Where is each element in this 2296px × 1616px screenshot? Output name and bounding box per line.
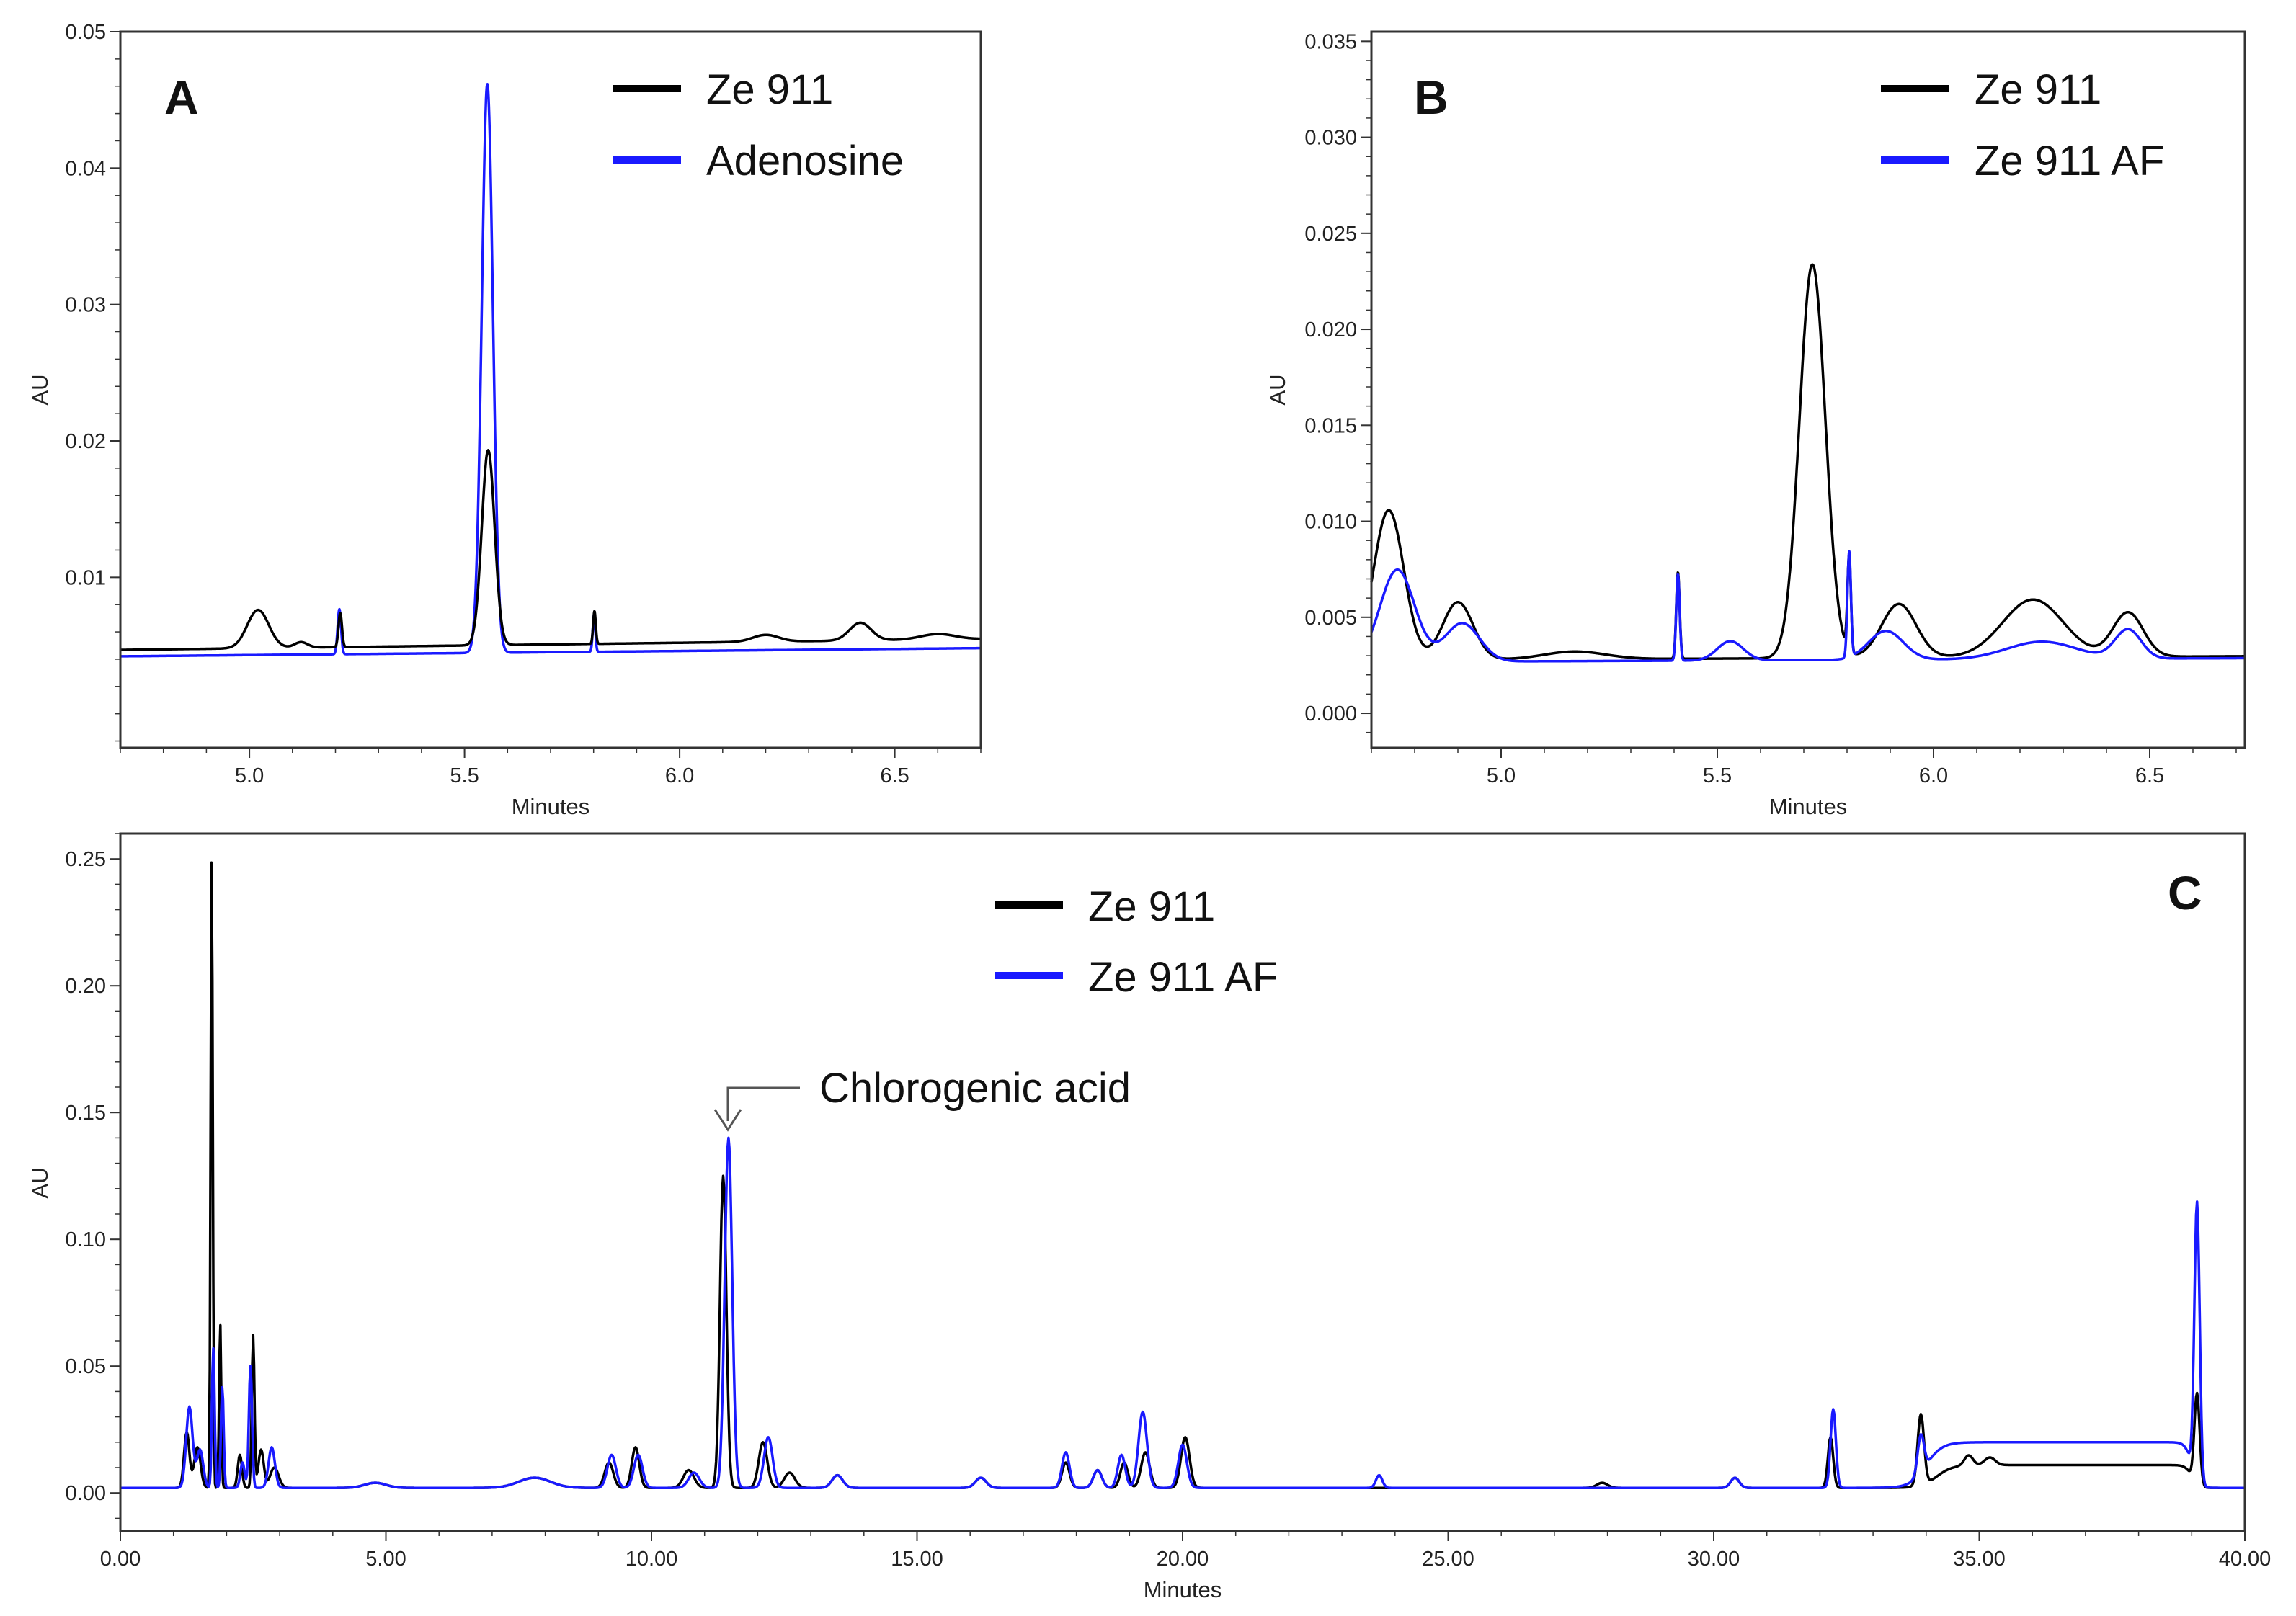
panel-a-y-axis-title: AU <box>27 374 53 405</box>
panel-b-y-tick-label: 0.035 <box>1304 30 1357 53</box>
panel-b-x-tick-label: 5.5 <box>1703 764 1732 787</box>
panel-a-x-tick-label: 5.0 <box>235 764 264 787</box>
panel-b-lines <box>1370 263 2246 663</box>
panel-b-y-tick-label: 0.030 <box>1304 127 1357 150</box>
panel-c-y-axis-title: AU <box>27 1167 53 1198</box>
panel-a-y-tick-label: 0.01 <box>66 566 106 589</box>
panel-b-y-tick-label: 0.015 <box>1304 414 1357 437</box>
panel-b-x-tick-label: 6.5 <box>2135 764 2164 787</box>
panel-c-lines <box>120 861 2246 1489</box>
panel-a-x-tick-label: 6.5 <box>880 764 909 787</box>
panel-b-y-axis-title: AU <box>1265 374 1290 405</box>
panel-c-x-tick-label: 10.00 <box>626 1548 678 1571</box>
panel-c-x-tick-label: 25.00 <box>1422 1548 1474 1571</box>
panel-c-x-tick-label: 35.00 <box>1953 1548 2006 1571</box>
panel-a-y-tick-label: 0.04 <box>66 157 106 180</box>
panel-b-legend-label-ze911af: Ze 911 AF <box>1975 138 2164 184</box>
panel-c-y-tick-label: 0.15 <box>66 1102 106 1125</box>
panel-b-y-tick-label: 0.025 <box>1304 223 1357 246</box>
panel-a-legend-label-adenosine: Adenosine <box>706 138 904 184</box>
panel-a-series-adenosine <box>119 83 982 658</box>
panel-c-x-tick-label: 15.00 <box>891 1548 943 1571</box>
panel-c-x-tick-label: 0.00 <box>100 1548 141 1571</box>
panel-a-x-axis-title: Minutes <box>512 794 590 819</box>
panel-b-x-axis-title: Minutes <box>1769 794 1848 819</box>
panel-a-ticks: 5.0 5.5 6.0 6.5 0.01 0.02 0.03 0.04 0.05 <box>66 21 982 787</box>
panel-b-y-tick-label: 0.005 <box>1304 607 1357 630</box>
panel-c-x-axis-title: Minutes <box>1144 1577 1222 1602</box>
panel-c-x-tick-label: 20.00 <box>1157 1548 1209 1571</box>
annotation-chlorogenic-acid: Chlorogenic acid <box>819 1065 1131 1112</box>
panel-a-legend: Ze 911 Adenosine <box>613 66 904 184</box>
panel-a-letter: A <box>164 71 199 124</box>
annotation-arrow-head <box>713 1109 742 1132</box>
panel-c-y-tick-label: 0.10 <box>66 1228 106 1251</box>
panel-c-y-tick-label: 0.25 <box>66 848 106 871</box>
panel-a: 5.0 5.5 6.0 6.5 0.01 0.02 0.03 0.04 0.05 Minutes… <box>27 21 982 819</box>
panel-b-x-tick-label: 5.0 <box>1487 764 1516 787</box>
panel-b-series-ze-911-af <box>1370 550 2246 663</box>
panel-a-lines <box>119 83 982 658</box>
panel-c-legend-label-ze911: Ze 911 <box>1088 883 1215 930</box>
panel-a-x-tick-label: 6.0 <box>665 764 694 787</box>
panel-b-series-ze-911 <box>1370 263 2246 661</box>
panel-c-x-tick-label: 5.00 <box>365 1548 406 1571</box>
panel-a-legend-label-ze911: Ze 911 <box>706 66 833 113</box>
panel-c-frame <box>119 832 2246 1532</box>
panel-a-x-tick-label: 5.5 <box>450 764 479 787</box>
panel-b-ticks: 5.0 5.5 6.0 6.5 0.000 0.005 0.010 0.015 0.020 0.0… <box>1304 30 2237 787</box>
panel-b-y-tick-label: 0.000 <box>1304 702 1357 726</box>
panel-b-y-tick-label: 0.010 <box>1304 511 1357 534</box>
annotation-arrow-line <box>726 1086 800 1121</box>
panel-a-series-ze-911 <box>119 449 982 651</box>
panel-c-x-tick-label: 30.00 <box>1688 1548 1740 1571</box>
panel-a-y-tick-label: 0.02 <box>66 430 106 453</box>
panel-b-letter: B <box>1414 71 1449 124</box>
chlorogenic-acid-annotation: Chlorogenic acid <box>713 1065 1131 1132</box>
panel-b-legend: Ze 911 Ze 911 AF <box>1881 66 2164 184</box>
panel-c-y-tick-label: 0.20 <box>66 975 106 998</box>
panel-c-x-tick-label: 40.00 <box>2219 1548 2271 1571</box>
panel-c-y-tick-label: 0.05 <box>66 1355 106 1378</box>
panel-a-y-tick-label: 0.05 <box>66 21 106 44</box>
panel-c-series-ze-911-af <box>120 1136 2246 1489</box>
panel-c: 0.00 5.00 10.00 15.00 20.00 25.00 30.00 35.00 40… <box>27 832 2271 1602</box>
panel-c-legend-label-ze911af: Ze 911 AF <box>1088 954 1278 1001</box>
panel-b-y-tick-label: 0.020 <box>1304 318 1357 341</box>
panel-c-y-tick-label: 0.00 <box>66 1482 106 1505</box>
panel-b-legend-label-ze911: Ze 911 <box>1975 66 2101 113</box>
panel-c-ticks: 0.00 5.00 10.00 15.00 20.00 25.00 30.00 35.00 40… <box>66 833 2271 1571</box>
panel-b-x-tick-label: 6.0 <box>1919 764 1948 787</box>
panel-c-legend: Ze 911 Ze 911 AF <box>995 883 1278 1001</box>
panel-b-frame <box>1370 30 2246 749</box>
panel-b: 5.0 5.5 6.0 6.5 0.000 0.005 0.010 0.015 0.020 0.0… <box>1265 30 2246 819</box>
panel-a-y-tick-label: 0.03 <box>66 294 106 317</box>
panel-c-letter: C <box>2168 866 2202 919</box>
